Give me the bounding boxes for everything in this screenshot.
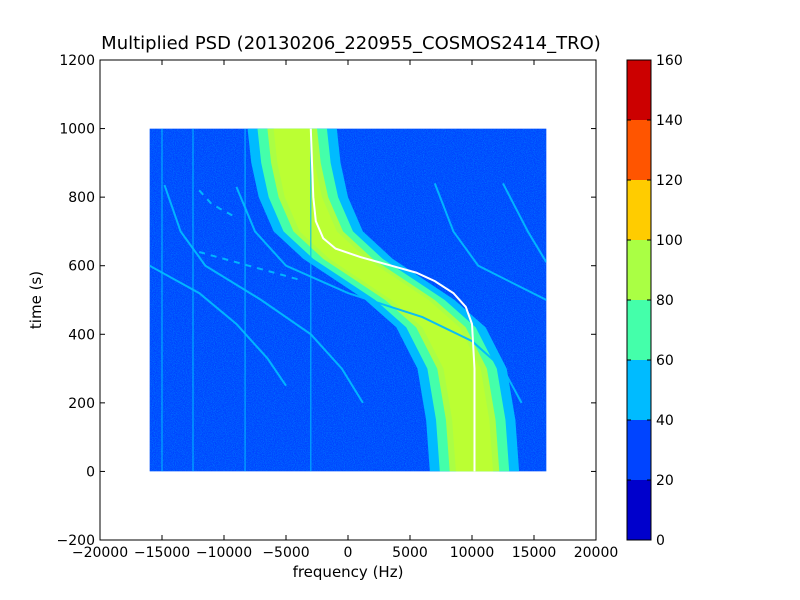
y-tick-label: 1200: [59, 53, 95, 69]
secondary-curve-4: [502, 182, 547, 263]
x-tick-label: −15000: [134, 545, 190, 561]
band-core: [273, 128, 494, 472]
y-tick-label: 200: [68, 396, 95, 412]
chart-title: Multiplied PSD (20130206_220955_COSMOS24…: [101, 33, 601, 54]
x-axis-ticks: −20000 −15000 −10000 −5000 0 5000 10000 15000 20…: [72, 60, 618, 561]
colorbar-level-5: [627, 180, 651, 240]
y-axis-ticks: −200 0 200 400 600 800 1000 1200: [57, 53, 596, 549]
colorbar-tick-label: 20: [656, 473, 674, 489]
y-tick-label: 800: [68, 190, 95, 206]
x-tick-label: 0: [344, 545, 353, 561]
colorbar-tick-label: 120: [656, 173, 683, 189]
secondary-curve-0: [163, 184, 364, 404]
colorbar-level-0: [627, 480, 651, 540]
colorbar-level-2: [627, 360, 651, 420]
colorbar-level-3: [627, 300, 651, 360]
colorbar-tick-label: 140: [656, 113, 683, 129]
plot-area: −20000 −15000 −10000 −5000 0 5000 10000 15000 20…: [57, 53, 619, 561]
doppler-track: [309, 128, 476, 472]
colorbar-level-1: [627, 420, 651, 480]
secondary-curve-2: [149, 264, 287, 387]
y-tick-label: 600: [68, 259, 95, 275]
colorbar-level-4: [627, 240, 651, 300]
heatmap: [149, 128, 547, 472]
x-tick-label: −10000: [196, 545, 252, 561]
x-tick-label: 15000: [512, 545, 557, 561]
x-tick-label: 10000: [450, 545, 495, 561]
x-tick-label: 5000: [392, 545, 428, 561]
y-tick-label: 1000: [59, 122, 95, 138]
secondary-curve-1: [235, 186, 523, 404]
secondary-curve-6: [198, 251, 299, 281]
colorbar-level-6: [627, 120, 651, 180]
x-axis-label: frequency (Hz): [293, 563, 404, 581]
x-tick-label: −5000: [262, 545, 309, 561]
colorbar-tick-label: 60: [656, 353, 674, 369]
colorbar-tick-label: 80: [656, 293, 674, 309]
colorbar-tick-label: 40: [656, 413, 674, 429]
y-tick-label: 400: [68, 327, 95, 343]
y-tick-label: 0: [86, 464, 95, 480]
x-tick-label: 20000: [574, 545, 619, 561]
x-tick-label: −20000: [72, 545, 128, 561]
colorbar-tick-label: 0: [656, 533, 665, 549]
y-axis-label: time (s): [27, 271, 45, 329]
colorbar-level-7: [627, 60, 651, 120]
colorbar-tick-label: 160: [656, 53, 683, 69]
y-tick-label: −200: [57, 533, 95, 549]
colorbar-tick-label: 100: [656, 233, 683, 249]
secondary-curve-5: [198, 189, 237, 219]
colorbar: 0 20 40 60 80 100 120 140 160: [626, 53, 683, 549]
secondary-curve-3: [433, 183, 547, 301]
